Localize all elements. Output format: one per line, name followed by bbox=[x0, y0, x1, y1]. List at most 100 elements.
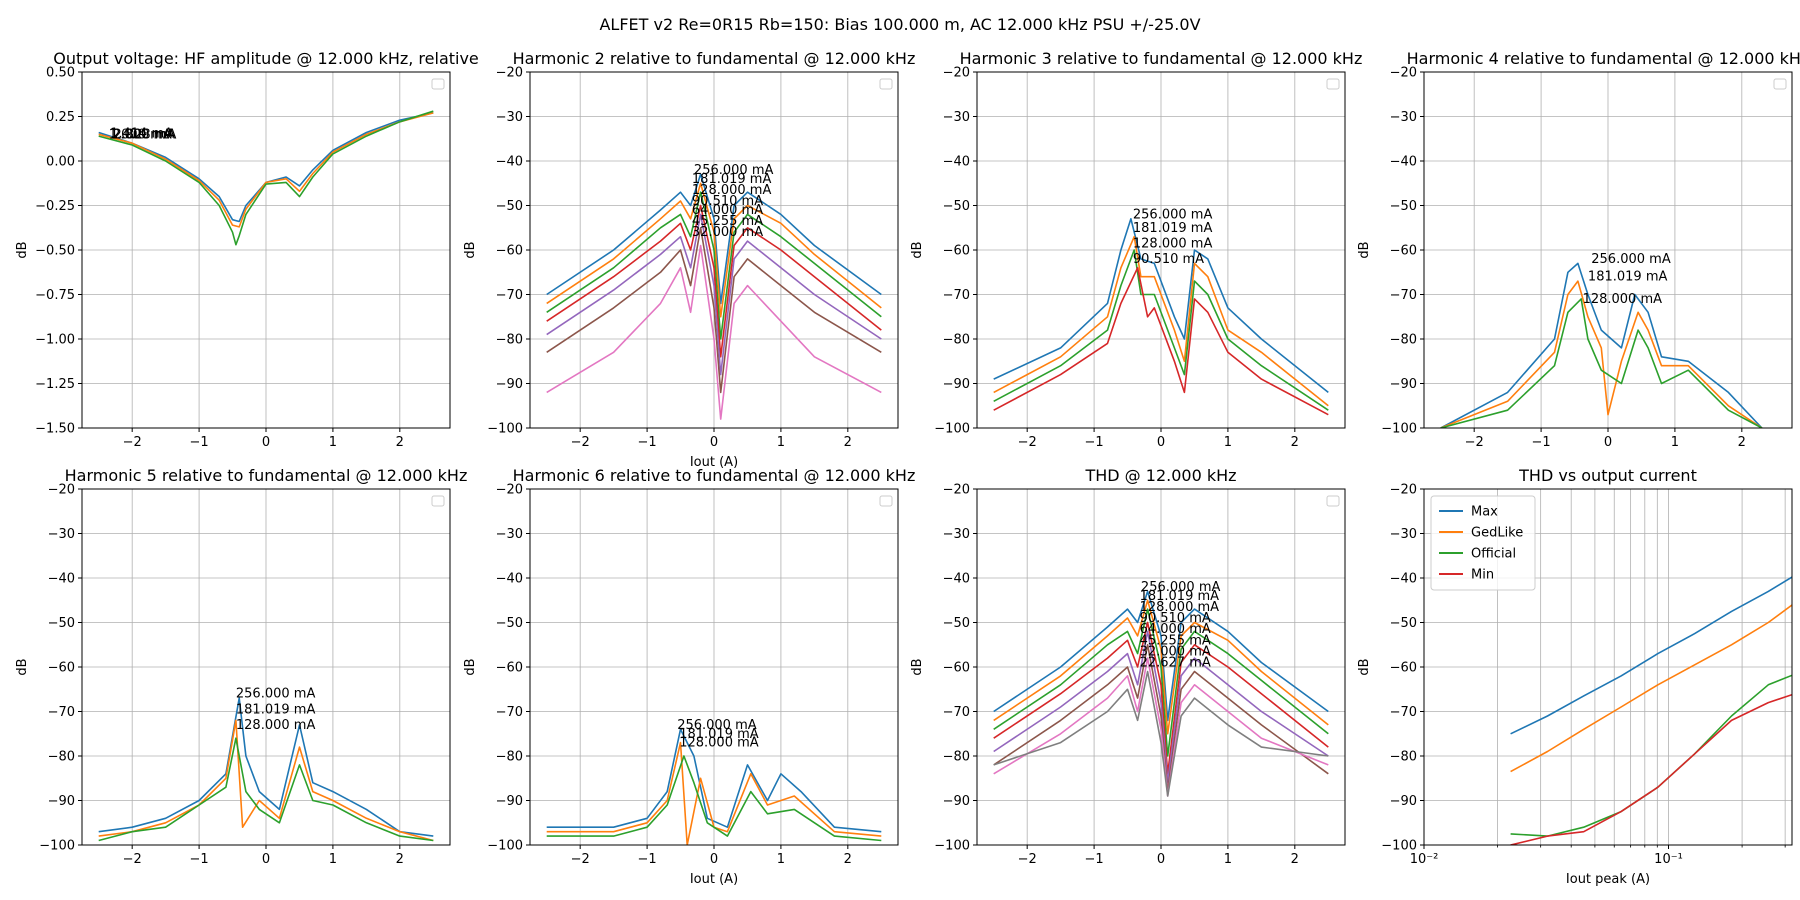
x-tick-label: −2 bbox=[123, 435, 142, 450]
legend-box bbox=[1430, 495, 1536, 591]
series-line-1 bbox=[546, 173, 882, 305]
grid bbox=[977, 71, 1345, 429]
x-tick-label: 1 bbox=[329, 435, 337, 450]
x-tick-label: −1 bbox=[638, 852, 657, 867]
x-tick-label: 0 bbox=[1157, 435, 1165, 450]
y-tick-label: −60 bbox=[943, 661, 970, 676]
legend-box-empty bbox=[1326, 495, 1340, 507]
chart-6: −2 −1 0 1 2 −20 −30 −40 −50 −60 −70 −80 −90 −100 Harmo… bbox=[463, 466, 915, 887]
data-annotation: 64.000 mA bbox=[1140, 622, 1211, 637]
y-tick-label: −40 bbox=[1390, 155, 1417, 170]
chart-4: −2 −1 0 1 2 −20 −30 −40 −50 −60 −70 −80 −90 −100 Harmo… bbox=[1357, 49, 1800, 450]
series-line-3 bbox=[993, 608, 1329, 757]
series-line-3 bbox=[98, 110, 434, 246]
chart-1: −2 −1 0 1 2 0.50 0.25 0.00 −0.25 −0.50 −0.75 −1.00 −… bbox=[15, 49, 479, 450]
y-tick-label: −0.75 bbox=[35, 288, 75, 303]
y-tick-label: −20 bbox=[496, 66, 523, 81]
y-tick-label: −90 bbox=[943, 377, 970, 392]
series-line-3 bbox=[1440, 298, 1763, 428]
x-tick-label: 2 bbox=[1738, 435, 1746, 450]
y-tick-label: −30 bbox=[943, 527, 970, 542]
chart-title: THD vs output current bbox=[1518, 466, 1697, 485]
y-tick-label: −90 bbox=[1390, 794, 1417, 809]
chart-title: Harmonic 3 relative to fundamental @ 12.… bbox=[960, 49, 1363, 68]
x-tick-label: 2 bbox=[396, 852, 404, 867]
series-line-4 bbox=[546, 204, 882, 358]
series-line-3 bbox=[546, 191, 882, 340]
chart-title: Harmonic 4 relative to fundamental @ 12.… bbox=[1407, 49, 1800, 68]
data-annotation: 256.000 mA bbox=[236, 687, 316, 702]
legend-box-empty bbox=[879, 78, 893, 90]
data-annotation: 256.000 mA bbox=[694, 163, 774, 178]
y-axis-label: dB bbox=[15, 241, 30, 258]
data-annotation: 256.000 mA bbox=[1133, 207, 1213, 222]
chart-title: Output voltage: HF amplitude @ 12.000 kH… bbox=[53, 49, 479, 68]
y-tick-label: −50 bbox=[943, 199, 970, 214]
x-tick-label: −2 bbox=[123, 852, 142, 867]
data-annotation: 181.019 mA bbox=[692, 172, 772, 187]
y-tick-label: −40 bbox=[943, 572, 970, 587]
x-tick-label: −2 bbox=[1018, 852, 1037, 867]
y-tick-label: −50 bbox=[1390, 616, 1417, 631]
data-annotation: 128.000 mA bbox=[692, 183, 772, 198]
data-annotation: 22.627 mA bbox=[1140, 656, 1211, 671]
x-tick-label: 1 bbox=[777, 852, 785, 867]
y-tick-label: −20 bbox=[496, 483, 523, 498]
x-tick-label: 0 bbox=[710, 852, 718, 867]
data-annotation: 90.510 mA bbox=[692, 194, 763, 209]
y-tick-label: −70 bbox=[1390, 705, 1417, 720]
y-tick-label: −90 bbox=[943, 794, 970, 809]
y-tick-label: −30 bbox=[1390, 527, 1417, 542]
data-annotation: 181.019 mA bbox=[679, 727, 759, 742]
chart-7: −2 −1 0 1 2 −20 −30 −40 −50 −60 −70 −80 −90 −100 THD @… bbox=[910, 466, 1346, 867]
y-tick-label: −60 bbox=[496, 244, 523, 259]
y-tick-label: −100 bbox=[934, 422, 970, 437]
series-line-6 bbox=[993, 644, 1329, 793]
y-tick-label: −1.25 bbox=[35, 377, 75, 392]
y-tick-label: −50 bbox=[48, 616, 75, 631]
y-tick-label: −60 bbox=[1390, 661, 1417, 676]
y-axis-label: dB bbox=[15, 658, 30, 675]
data-annotation: 256.000 mA bbox=[1591, 252, 1671, 267]
data-annotation: 181.019 mA bbox=[1140, 589, 1220, 604]
y-tick-label: −50 bbox=[496, 616, 523, 631]
x-tick-label: 0 bbox=[1157, 852, 1165, 867]
y-tick-label: −40 bbox=[1390, 572, 1417, 587]
series-line-1 bbox=[1440, 262, 1763, 428]
y-tick-label: −40 bbox=[48, 572, 75, 587]
y-tick-label: 0.25 bbox=[46, 110, 75, 125]
y-tick-label: −50 bbox=[496, 199, 523, 214]
y-tick-label: −40 bbox=[943, 155, 970, 170]
series-line-1 bbox=[993, 218, 1329, 394]
y-tick-label: −20 bbox=[48, 483, 75, 498]
y-axis-label: dB bbox=[910, 658, 925, 675]
y-tick-label: 0.50 bbox=[46, 66, 75, 81]
data-annotation: 181.019 mA bbox=[1133, 221, 1213, 236]
x-tick-label: 1 bbox=[777, 435, 785, 450]
x-tick-label: 2 bbox=[1291, 435, 1299, 450]
series-line-3 bbox=[993, 249, 1329, 411]
data-annotation: 128.000 mA bbox=[1583, 292, 1663, 307]
series-line-3 bbox=[1510, 674, 1792, 837]
series-line-1 bbox=[993, 590, 1329, 722]
y-tick-label: −70 bbox=[496, 288, 523, 303]
chart-2: −2 −1 0 1 2 −20 −30 −40 −50 −60 −70 −80 −90 −100 Harmo… bbox=[463, 49, 915, 470]
legend-box-empty bbox=[431, 495, 445, 507]
x-axis-label: Iout peak (A) bbox=[1566, 872, 1650, 887]
y-tick-label: −50 bbox=[1390, 199, 1417, 214]
chart-8: 10⁻² 10⁻¹ −20 −30 −40 −50 −60 −70 −80 −90 −100 THD … bbox=[1357, 466, 1793, 887]
chart-3: −2 −1 0 1 2 −20 −30 −40 −50 −60 −70 −80 −90 −100 Harmo… bbox=[910, 49, 1362, 450]
y-tick-label: −90 bbox=[496, 794, 523, 809]
y-tick-label: −20 bbox=[943, 66, 970, 81]
chart-title: THD @ 12.000 kHz bbox=[1084, 466, 1236, 485]
y-tick-label: −1.00 bbox=[35, 333, 75, 348]
y-tick-label: −60 bbox=[48, 661, 75, 676]
y-tick-label: −40 bbox=[496, 155, 523, 170]
legend-box-empty bbox=[879, 495, 893, 507]
x-tick-label: 0 bbox=[262, 435, 270, 450]
series-line-4 bbox=[1510, 693, 1792, 845]
series-line-2 bbox=[546, 741, 882, 845]
legend-entry: GedLike bbox=[1471, 526, 1523, 541]
x-tick-label: −1 bbox=[638, 435, 657, 450]
